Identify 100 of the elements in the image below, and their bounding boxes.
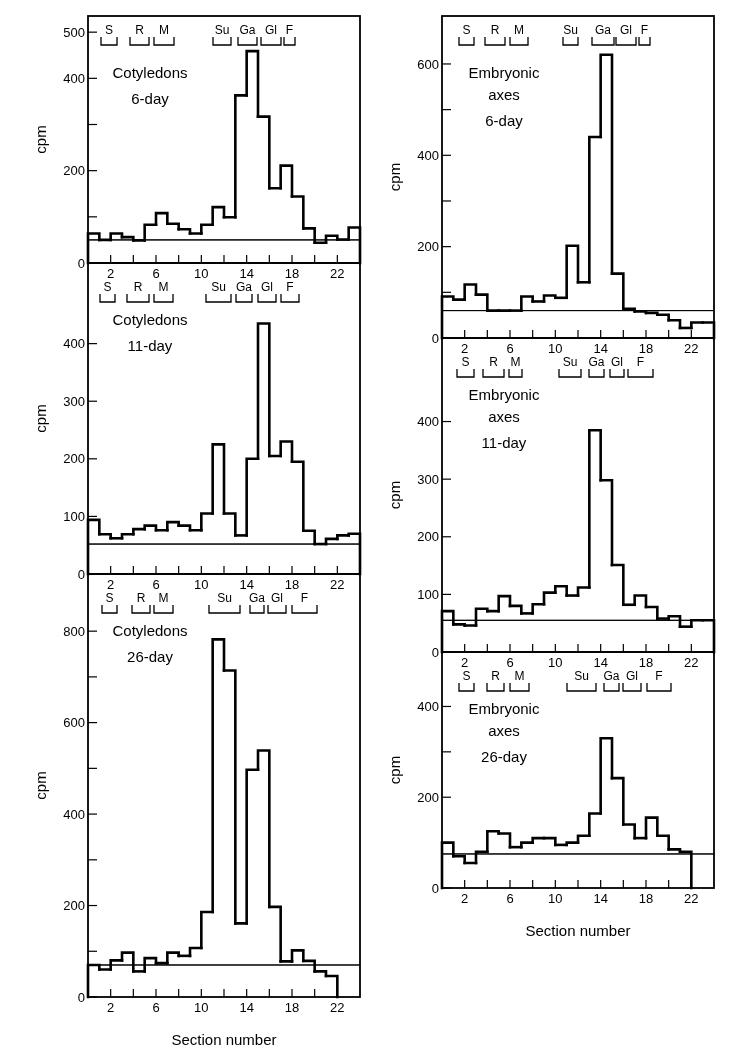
annotation: M	[514, 669, 525, 683]
annotation: Ga	[235, 280, 253, 294]
annotation: R	[489, 355, 499, 369]
x-tick-label: 2	[461, 891, 469, 906]
annotation: S	[104, 23, 114, 37]
y-tick-label: 800	[63, 623, 85, 639]
y-tick-label: 0	[431, 330, 439, 346]
y-tick-label: 200	[417, 789, 439, 805]
x-tick-label: 2	[461, 655, 469, 670]
annotation: F	[286, 280, 294, 294]
y-tick-label: 0	[431, 644, 439, 660]
y-tick-label: 100	[417, 586, 439, 602]
x-tick-label: 10	[194, 266, 209, 281]
x-tick-label: 2	[107, 266, 115, 281]
x-tick-label: 10	[548, 341, 563, 356]
text: Cotyledons	[112, 64, 188, 81]
annotation: S	[461, 355, 470, 369]
y-tick-label: 0	[77, 255, 85, 271]
annotation: Su	[211, 280, 226, 294]
annotation: Ga	[239, 23, 256, 37]
x-tick-label: 18	[284, 577, 300, 592]
annotation: R	[133, 280, 143, 294]
text: Cotyledons	[112, 311, 188, 328]
x-tick-label: 6	[506, 341, 514, 356]
y-axis-title: cpm	[386, 162, 403, 192]
x-tick-label: 10	[548, 891, 563, 906]
x-tick-label: 6	[506, 655, 514, 670]
y-tick-label: 400	[417, 699, 439, 715]
x-tick-label: 10	[194, 577, 209, 592]
y-axis-title: cpm	[386, 480, 403, 510]
y-tick-label: 400	[417, 147, 439, 163]
annotation: S	[462, 23, 471, 37]
x-tick-label: 18	[284, 266, 300, 281]
text: 26-day	[127, 648, 174, 665]
x-tick-label: 14	[593, 341, 608, 356]
annotation: F	[655, 669, 663, 683]
annotation: R	[490, 23, 500, 37]
annotation: Su	[214, 23, 230, 37]
y-axis-title: cpm	[32, 404, 49, 433]
text: 11-day	[481, 434, 527, 451]
annotation: Gl	[271, 591, 283, 605]
annotation: S	[462, 669, 471, 683]
y-axis-title: cpm	[386, 755, 403, 785]
annotation: M	[159, 23, 169, 37]
annotation: Su	[574, 669, 589, 683]
annotation: F	[285, 23, 294, 37]
x-tick-label: 22	[684, 341, 699, 356]
x-tick-label: 14	[593, 655, 608, 670]
annotation: R	[491, 669, 501, 683]
y-tick-label: 200	[417, 239, 439, 255]
text: 11-day	[127, 337, 173, 354]
x-tick-label: 14	[593, 891, 608, 906]
annotation: Gl	[611, 355, 623, 369]
x-tick-label: 22	[330, 577, 345, 592]
annotation: Gl	[620, 23, 632, 37]
text: 26-day	[481, 748, 528, 765]
y-tick-label: 600	[417, 56, 439, 72]
text: 6-day	[131, 90, 170, 107]
annotation: M	[514, 23, 524, 37]
x-axis-title: Section number	[171, 1031, 277, 1048]
annotation: Ga	[248, 591, 266, 605]
x-tick-label: 14	[239, 577, 254, 592]
x-tick-label: 14	[239, 1000, 254, 1015]
x-tick-label: 14	[239, 266, 254, 281]
y-tick-label: 0	[77, 989, 85, 1005]
x-tick-label: 2	[461, 341, 469, 356]
annotation: Ga	[588, 355, 605, 369]
y-tick-label: 200	[63, 898, 85, 914]
x-tick-label: 22	[330, 1000, 345, 1015]
annotation: Su	[562, 355, 578, 369]
x-tick-label: 10	[548, 655, 563, 670]
x-tick-label: 6	[152, 1000, 160, 1015]
annotation: Gl	[261, 280, 273, 294]
y-tick-label: 0	[77, 566, 85, 582]
annotation: Gl	[626, 669, 638, 683]
x-tick-label: 6	[152, 577, 160, 592]
y-tick-label: 200	[63, 451, 85, 467]
y-tick-label: 200	[417, 529, 439, 545]
annotation: F	[636, 355, 645, 369]
text: Embryonic axes	[468, 64, 540, 103]
annotation: F	[300, 591, 309, 605]
annotation: Ga	[594, 23, 612, 37]
annotation: S	[105, 591, 114, 605]
y-tick-label: 300	[417, 471, 439, 487]
x-tick-label: 2	[107, 577, 115, 592]
x-tick-label: 22	[684, 891, 699, 906]
x-tick-label: 6	[506, 891, 514, 906]
x-axis-title: Section number	[525, 922, 631, 939]
y-tick-label: 400	[417, 414, 439, 430]
y-tick-label: 300	[63, 393, 85, 409]
y-tick-label: 100	[63, 508, 85, 524]
annotation: M	[158, 591, 169, 605]
annotation: M	[158, 280, 169, 294]
x-tick-label: 18	[638, 655, 654, 670]
annotation: S	[103, 280, 112, 294]
x-tick-label: 22	[684, 655, 699, 670]
annotation: R	[136, 591, 146, 605]
y-tick-label: 400	[63, 336, 85, 352]
annotation: Ga	[603, 669, 620, 683]
y-tick-label: 200	[63, 163, 85, 179]
